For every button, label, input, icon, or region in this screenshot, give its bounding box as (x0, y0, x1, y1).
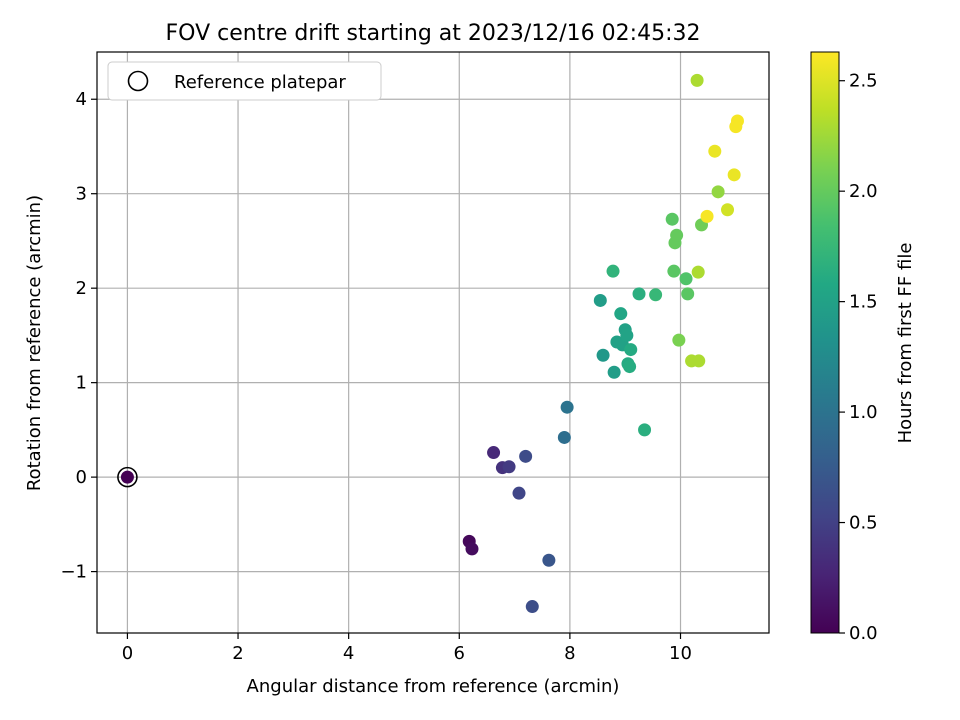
data-point (632, 287, 646, 301)
data-point (560, 400, 574, 414)
x-tick-label: 10 (669, 643, 692, 664)
data-point (690, 73, 704, 87)
data-point (623, 360, 637, 374)
data-point (692, 354, 706, 368)
x-tick-label: 4 (343, 643, 354, 664)
colorbar-tick-label: 1.0 (849, 402, 878, 423)
reference-platepar-marker (117, 466, 138, 488)
data-point (614, 307, 628, 321)
x-tick-label: 2 (232, 643, 243, 664)
legend-label-reference: Reference platepar (174, 72, 346, 93)
axis-ticks: 0 2 4 6 8 10 −1 0 1 2 3 4 (60, 89, 692, 664)
grid-lines (97, 52, 769, 633)
y-tick-label: 2 (76, 278, 87, 299)
legend: Reference platepar (107, 61, 382, 101)
y-tick-label: 3 (76, 184, 87, 205)
x-axis-label: Angular distance from reference (arcmin) (247, 676, 620, 697)
data-point (711, 185, 725, 199)
colorbar-tick-label: 2.0 (849, 181, 878, 202)
x-tick-label: 6 (454, 643, 465, 664)
colorbar-tick-label: 1.5 (849, 292, 878, 313)
data-point (727, 168, 741, 182)
data-point (465, 542, 479, 556)
data-point (649, 288, 663, 302)
colorbar-label: Hours from first FF file (895, 243, 916, 444)
y-tick-label: 4 (76, 89, 87, 110)
data-point (525, 600, 539, 614)
data-point (700, 209, 714, 223)
reference-marker (117, 466, 138, 488)
data-point (638, 423, 652, 437)
colorbar-ticks: 0.0 0.5 1.0 1.5 2.0 2.5 (839, 71, 878, 644)
x-tick-label: 8 (564, 643, 575, 664)
data-point (681, 287, 695, 301)
colorbar-tick-label: 2.5 (849, 71, 878, 92)
data-point (512, 486, 526, 500)
y-tick-label: 0 (76, 467, 87, 488)
data-point (596, 348, 610, 362)
colorbar-tick-label: 0.0 (849, 623, 878, 644)
data-points (120, 73, 744, 614)
data-point (667, 264, 681, 278)
data-point (606, 264, 620, 278)
data-point (672, 333, 686, 347)
data-point (557, 430, 571, 444)
data-point (502, 460, 516, 474)
data-point (607, 365, 621, 379)
data-point (665, 212, 679, 226)
colorbar (810, 51, 840, 634)
data-point (542, 553, 556, 567)
data-point (721, 203, 735, 217)
data-point (120, 470, 134, 484)
plot-frame (96, 51, 770, 634)
y-axis-label: Rotation from reference (arcmin) (24, 195, 45, 491)
y-tick-label: −1 (60, 562, 87, 583)
legend-box (107, 61, 382, 101)
data-point (620, 328, 634, 342)
data-point (679, 272, 693, 286)
x-tick-label: 0 (122, 643, 133, 664)
data-point (487, 446, 501, 460)
data-point (670, 228, 684, 242)
data-point (519, 449, 533, 463)
data-point (624, 343, 638, 357)
y-tick-label: 1 (76, 373, 87, 394)
data-point (691, 265, 705, 279)
data-point (593, 293, 607, 307)
data-point (730, 114, 744, 128)
chart-title: FOV centre drift starting at 2023/12/16 … (166, 21, 701, 46)
colorbar-tick-label: 0.5 (849, 513, 878, 534)
data-point (708, 144, 722, 158)
legend-marker-reference (127, 70, 149, 92)
